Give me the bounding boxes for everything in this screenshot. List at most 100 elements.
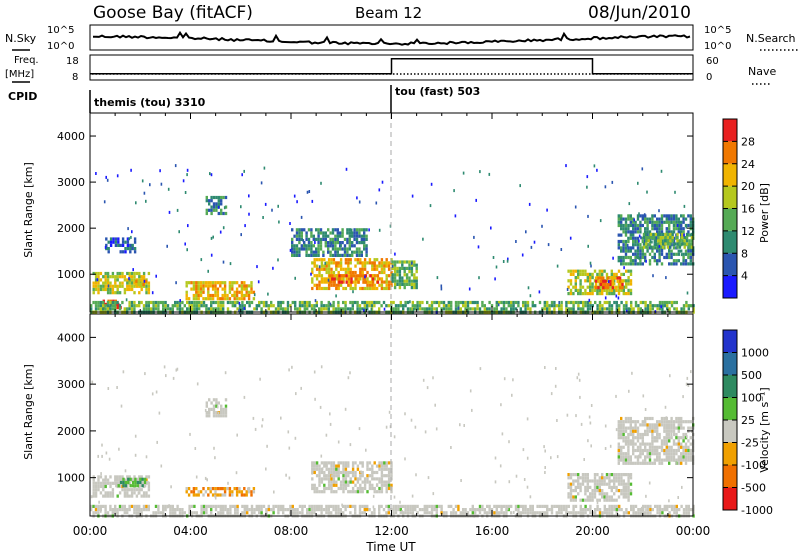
power-cells-cell [510, 307, 513, 311]
power-cells-cell [378, 270, 381, 275]
velocity-cells-cell [560, 511, 563, 515]
velocity-cells-cell [622, 458, 625, 462]
velocity-cells-cell [457, 508, 460, 512]
velocity-cells-cell [363, 480, 367, 484]
velocity-cells-cell [656, 504, 659, 508]
power-cells-speck [264, 202, 267, 206]
power-cells-cell [97, 271, 100, 276]
power-cells-cell [197, 290, 200, 294]
velocity-cells-cell [627, 498, 630, 502]
power-cells-cell [476, 300, 479, 305]
power-cells-cell [538, 300, 542, 305]
velocity-cells-cell [689, 426, 692, 430]
power-cells-cell [608, 307, 611, 311]
power-cells-cell [235, 287, 239, 291]
power-cells-cell [363, 234, 366, 238]
power-cells-cell [685, 242, 689, 246]
power-cells-cell [414, 304, 417, 308]
power-cells-cell [111, 287, 115, 292]
power-cells-cell [658, 223, 661, 228]
velocity-cells-cell [627, 416, 630, 421]
power-cells-cell [128, 304, 131, 308]
velocity-cells-speck [100, 472, 102, 476]
power-cells-speck [652, 274, 654, 278]
velocity-cells-cell [258, 508, 261, 512]
velocity-cells-cell [375, 464, 379, 468]
power-cells-cell [602, 279, 605, 283]
power-cells-cell [660, 239, 664, 244]
velocity-cells-cell [622, 452, 625, 456]
velocity-cells-cell [368, 467, 372, 471]
power-cells-speck [238, 309, 240, 313]
velocity-cells-cell [142, 504, 146, 508]
power-cells-cell [664, 242, 667, 246]
power-cells-speck [623, 266, 625, 270]
velocity-cells-cell [246, 511, 249, 515]
velocity-cells-cell [323, 470, 326, 475]
power-cells-cell [234, 300, 237, 305]
power-cells-cell [660, 249, 664, 253]
velocity-cells-cell [488, 504, 491, 508]
power-cells-cell [629, 230, 632, 234]
power-cells-cell [336, 241, 339, 245]
velocity-cells-cell [663, 439, 666, 443]
power-cells-cell [624, 252, 628, 256]
velocity-cells-speck [105, 451, 108, 455]
power-cells-cell [106, 307, 110, 311]
power-cells-cell [410, 273, 414, 277]
power-cells-cell [589, 307, 592, 311]
velocity-cells-cell [311, 477, 314, 481]
power-cells-cell [291, 244, 294, 248]
velocity-cells-cell [124, 480, 128, 485]
power-cells-cell [579, 307, 582, 311]
power-cells-speck [184, 242, 186, 246]
power-cells-cell [375, 267, 379, 271]
power-cells-cell [659, 245, 662, 249]
power-cells-cell [200, 300, 203, 305]
power-cells-cell [216, 287, 220, 291]
power-cells-cell [223, 297, 227, 301]
power-cells-speck [238, 301, 241, 305]
power-cells-speck [590, 264, 592, 268]
velocity-cells-cell [92, 488, 95, 492]
power-cells-speck [507, 257, 509, 261]
velocity-cells-speck [526, 417, 529, 421]
velocity-cells-speck [642, 459, 644, 463]
velocity-cells-cell [267, 508, 270, 512]
power-cells-cell [199, 290, 203, 294]
power-cells-cell [363, 286, 367, 291]
power-cells-cell [135, 284, 139, 288]
power-cells-speck [596, 168, 598, 172]
power-cells-cell [123, 287, 127, 292]
velocity-cells-cell [371, 464, 374, 468]
power-cells-cell [620, 255, 623, 260]
velocity-cells-cell [310, 511, 314, 515]
velocity-cells-cell [632, 429, 635, 433]
power-cells-cell [687, 304, 690, 308]
velocity-cells-cell [620, 492, 623, 496]
power-cells-cell [291, 228, 294, 232]
velocity-cells-speck [580, 422, 583, 426]
power-cells-cell [625, 307, 628, 311]
power-cells-cell [209, 293, 212, 298]
power-cells-speck [209, 172, 211, 176]
velocity-cells-cell [624, 420, 628, 424]
velocity-cells-cell [252, 490, 256, 494]
power-cells-speck [521, 253, 524, 257]
velocity-cells-cell [613, 508, 616, 512]
power-cells-cell [325, 307, 328, 311]
power-cells-cell [408, 276, 411, 280]
power-cells-cell [325, 280, 328, 284]
velocity-cells-cell [658, 436, 661, 440]
power-cells-cell [363, 261, 367, 265]
power-cells-cell [262, 304, 266, 308]
power-cells-cell [327, 234, 330, 238]
velocity-cells-speck [555, 367, 557, 370]
velocity-cells-speck [435, 427, 438, 431]
velocity-cells-cell [121, 488, 124, 492]
power-cells-cell [450, 307, 453, 311]
velocity-cells-cell [627, 473, 630, 477]
power-cells-cell [265, 300, 268, 305]
velocity-cells-cell [342, 474, 345, 478]
power-cells-cell [598, 285, 601, 289]
